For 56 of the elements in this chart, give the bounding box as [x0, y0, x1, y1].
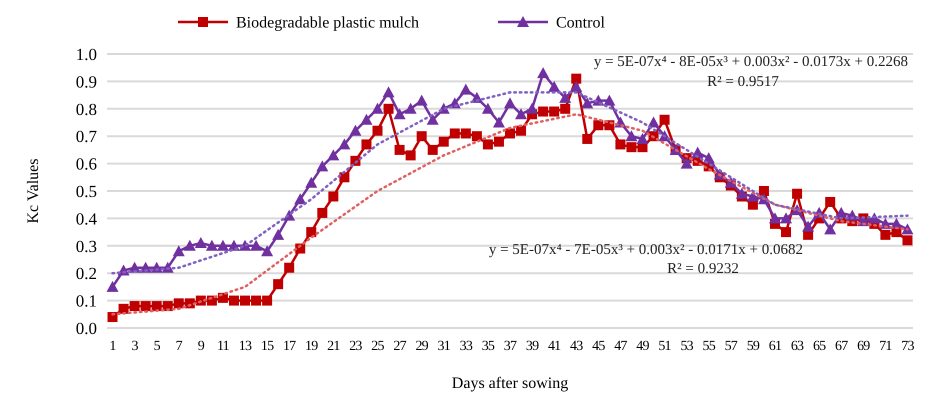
x-tick-label: 33 — [460, 339, 473, 354]
y-tick-label: 0.9 — [76, 72, 97, 92]
x-tick-label: 15 — [260, 339, 274, 354]
x-tick-label: 5 — [154, 339, 161, 354]
x-tick-label: 31 — [438, 339, 451, 354]
y-tick-label: 0.3 — [76, 236, 97, 256]
x-tick-label: 59 — [746, 339, 760, 354]
x-tick-label: 11 — [216, 339, 230, 354]
y-tick-label: 0.6 — [76, 154, 97, 174]
y-tick-label: 0.0 — [76, 318, 97, 338]
x-tick-label: 69 — [857, 339, 870, 354]
x-tick-label: 47 — [614, 339, 628, 354]
x-tick-label: 45 — [592, 339, 606, 354]
y-tick-label: 1.0 — [76, 44, 97, 64]
x-tick-label: 19 — [305, 339, 318, 354]
x-axis-title: Days after sowing — [452, 375, 568, 392]
x-tick-label: 1 — [109, 339, 116, 354]
x-tick-label: 73 — [901, 339, 914, 354]
y-tick-label: 0.1 — [76, 292, 97, 311]
x-tick-label: 21 — [327, 339, 340, 354]
x-tick-label: 25 — [371, 339, 385, 354]
x-tick-label: 43 — [570, 339, 584, 354]
x-tick-label: 67 — [835, 339, 848, 354]
y-tick-label: 0.2 — [76, 264, 97, 284]
x-tick-label: 65 — [812, 339, 826, 354]
y-tick-label: 0.4 — [76, 209, 98, 228]
x-tick-label: 13 — [238, 339, 252, 354]
x-tick-label: 63 — [790, 339, 804, 354]
x-tick-label: 61 — [768, 339, 782, 354]
x-tick-label: 7 — [176, 339, 183, 354]
annotation: R² = 0.9517 — [707, 74, 780, 90]
x-tick-label: 41 — [548, 339, 562, 354]
x-tick-label: 51 — [658, 339, 672, 354]
y-tick-label: 0.7 — [76, 127, 98, 146]
x-tick-label: 57 — [724, 339, 738, 354]
annotation: R² = 0.9232 — [667, 260, 739, 277]
x-tick-label: 9 — [198, 339, 205, 354]
x-tick-label: 23 — [349, 339, 362, 354]
x-tick-label: 29 — [415, 339, 429, 354]
y-tick-label: 0.8 — [76, 100, 97, 119]
x-tick-label: 35 — [482, 339, 495, 354]
annotation: y = 5E-07x⁴ - 7E-05x³ + 0.003x² - 0.0171x + 0.0682 — [488, 242, 803, 258]
x-tick-label: 27 — [393, 339, 407, 354]
annotation: y = 5E-07x⁴ - 8E-05x³ + 0.003x² - 0.0173x + 0.2268 — [594, 54, 908, 70]
x-tick-label: 37 — [504, 339, 517, 354]
legend-label: Biodegradable plastic mulch — [236, 14, 420, 32]
x-tick-label: 39 — [526, 339, 540, 354]
y-axis-title: Kc Values — [25, 158, 42, 224]
x-tick-label: 17 — [282, 339, 296, 354]
x-tick-label: 55 — [702, 339, 716, 354]
legend-label: Control — [556, 14, 606, 32]
x-tick-label: 3 — [132, 339, 138, 354]
x-tick-label: 49 — [636, 339, 650, 354]
y-tick-label: 0.5 — [76, 182, 97, 201]
x-tick-label: 53 — [680, 339, 694, 354]
x-tick-label: 71 — [879, 339, 892, 354]
